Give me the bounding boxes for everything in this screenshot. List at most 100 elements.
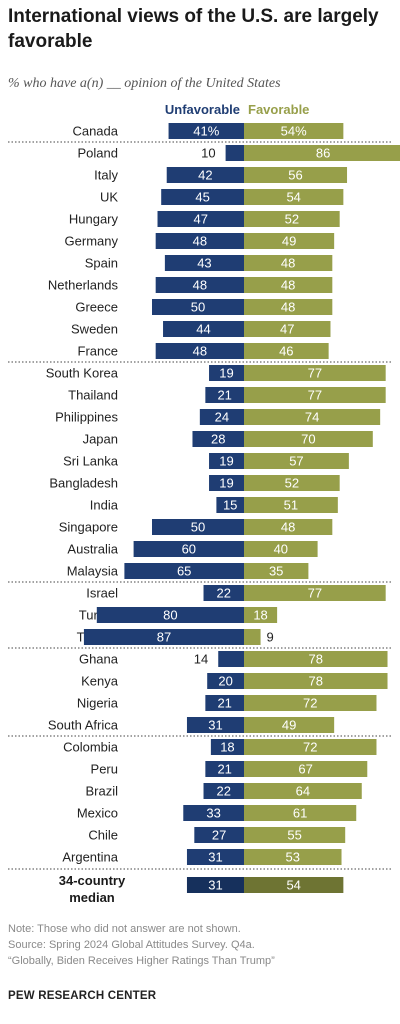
bar-unfavorable-greece [152,299,244,315]
bar-favorable-kenya [244,673,388,689]
value-unfavorable-sri-lanka: 19 [219,454,233,469]
bar-favorable-malaysia [244,563,309,579]
bar-unfavorable-south-korea [209,365,244,381]
bar-favorable-italy [244,167,348,183]
brand-logo-text: PEW RESEARCH CENTER [8,990,157,1002]
bar-unfavorable-japan [192,431,244,447]
category-label-spain: Spain [85,256,118,271]
bar-unfavorable-germany [155,233,244,249]
bar-favorable-philippines [244,409,381,425]
value-unfavorable-netherlands: 48 [193,278,207,293]
value-favorable-south-africa: 49 [282,718,296,733]
bar-unfavorable-chile [194,827,244,843]
category-label-canada: Canada [72,124,118,139]
bar-unfavorable-argentina [186,849,244,865]
bar-favorable-mexico [244,805,357,821]
bar-favorable-greece [244,299,333,315]
category-label-argentina: Argentina [62,850,118,865]
category-label-israel: Israel [86,586,118,601]
bar-favorable-israel [244,585,386,601]
value-unfavorable-ghana: 14 [194,652,208,667]
value-favorable-india: 51 [284,498,298,513]
category-label-india: India [90,498,119,513]
value-favorable-peru: 67 [298,762,312,777]
bar-unfavorable-italy [166,167,244,183]
value-favorable-brazil: 64 [296,784,310,799]
bar-unfavorable-ghana [218,651,244,667]
category-label-south-korea: South Korea [46,366,119,381]
bar-favorable-south-africa [244,717,335,733]
value-favorable-australia: 40 [274,542,288,557]
value-favorable-spain: 48 [281,256,295,271]
bar-unfavorable-hungary [157,211,244,227]
bar-unfavorable-turkey [96,607,244,623]
value-unfavorable-chile: 27 [212,828,226,843]
value-favorable-tunisia: 9 [267,630,274,645]
bar-favorable-japan [244,431,373,447]
bar-favorable-poland [244,145,400,161]
value-unfavorable-south-africa: 31 [208,718,222,733]
bar-unfavorable-nigeria [205,695,244,711]
bar-favorable-bangladesh [244,475,340,491]
category-label-34-country-median: 34-country [59,873,126,888]
bar-favorable-australia [244,541,318,557]
bar-unfavorable-colombia [210,739,244,755]
bar-favorable-uk [244,189,344,205]
value-unfavorable-colombia: 18 [220,740,234,755]
value-unfavorable-argentina: 31 [208,850,222,865]
bar-favorable-tunisia [244,629,261,645]
category-label-malaysia: Malaysia [67,564,119,579]
value-favorable-argentina: 53 [286,850,300,865]
value-favorable-israel: 77 [308,586,322,601]
category-label-greece: Greece [75,300,118,315]
category-label-sweden: Sweden [71,322,118,337]
bar-favorable-peru [244,761,368,777]
value-favorable-sweden: 47 [280,322,294,337]
category-label-ghana: Ghana [79,652,119,667]
value-favorable-france: 46 [279,344,293,359]
category-label-nigeria: Nigeria [77,696,119,711]
bar-unfavorable-sri-lanka [209,453,244,469]
value-favorable-south-korea: 77 [308,366,322,381]
category-label-bangladesh: Bangladesh [49,476,118,491]
bar-unfavorable-canada [168,123,244,139]
bar-unfavorable-malaysia [124,563,244,579]
chart-title: International views of the U.S. are larg… [8,6,379,52]
category-label-japan: Japan [83,432,118,447]
value-favorable-poland: 86 [316,146,330,161]
legend-favorable: Favorable [248,102,309,117]
category-label-australia: Australia [67,542,118,557]
bar-unfavorable-spain [164,255,244,271]
bar-favorable-spain [244,255,333,271]
bar-unfavorable-south-africa [186,717,244,733]
bar-unfavorable-philippines [199,409,244,425]
bar-unfavorable-thailand [205,387,244,403]
value-favorable-germany: 49 [282,234,296,249]
bar-favorable-france [244,343,329,359]
bar-favorable-netherlands [244,277,333,293]
category-label-sri-lanka: Sri Lanka [63,454,119,469]
bar-unfavorable-india [216,497,244,513]
bar-favorable-argentina [244,849,342,865]
bar-favorable-brazil [244,783,362,799]
value-unfavorable-greece: 50 [191,300,205,315]
value-unfavorable-germany: 48 [193,234,207,249]
value-unfavorable-poland: 10 [201,146,215,161]
value-favorable-34-country-median: 54 [286,878,300,893]
value-favorable-ghana: 78 [309,652,323,667]
value-favorable-japan: 70 [301,432,315,447]
bar-favorable-nigeria [244,695,377,711]
category-label-south-africa: South Africa [48,718,119,733]
category-label-kenya: Kenya [81,674,119,689]
category-label-netherlands: Netherlands [48,278,119,293]
chart-source-line-2: “Globally, Biden Receives Higher Ratings… [8,955,275,967]
category-label-poland: Poland [78,146,118,161]
value-unfavorable-spain: 43 [197,256,211,271]
bar-favorable-colombia [244,739,377,755]
value-unfavorable-34-country-median: 31 [208,878,222,893]
value-favorable-bangladesh: 52 [285,476,299,491]
value-favorable-netherlands: 48 [281,278,295,293]
value-favorable-italy: 56 [288,168,302,183]
value-unfavorable-singapore: 50 [191,520,205,535]
bar-favorable-turkey [244,607,278,623]
